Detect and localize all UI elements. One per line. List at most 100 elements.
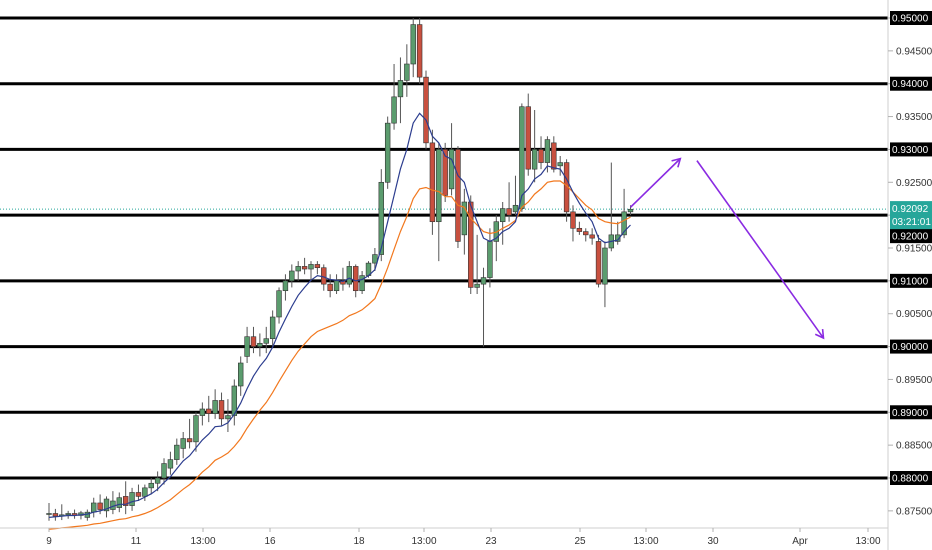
- candle-up: [378, 181, 384, 255]
- candle-up: [269, 316, 276, 339]
- candle-up: [557, 162, 563, 167]
- candle-up: [499, 208, 506, 223]
- time-axis[interactable]: 9 11 13:00 16 18 13:00 23 25 13:00 30 Apr 13:00: [46, 528, 881, 547]
- candle-up: [193, 415, 199, 443]
- x-tick-label: 30: [707, 536, 719, 547]
- candle-up: [142, 487, 148, 497]
- candle-up: [46, 513, 52, 515]
- candle-down: [525, 106, 531, 170]
- x-tick-label: 25: [574, 536, 586, 547]
- candle-down: [442, 149, 448, 196]
- arrowhead-up: [671, 157, 682, 168]
- candle-up: [212, 400, 218, 414]
- x-tick-label: 13:00: [411, 536, 436, 547]
- y-tick-label: 0.92500: [896, 178, 932, 189]
- candle-up: [308, 264, 314, 270]
- candle-up: [531, 149, 538, 170]
- level-label-bg: [890, 405, 932, 420]
- candle-up: [397, 80, 404, 98]
- price-axis[interactable]: 0.95000 0.94500 0.94000 0.93500 0.93000 0.925…: [888, 11, 932, 517]
- x-tick-label: 16: [264, 536, 276, 547]
- y-tick-label: 0.90500: [896, 309, 932, 320]
- projection-down-leg: [696, 160, 825, 339]
- level-label: 0.93000: [892, 145, 929, 156]
- candle-up: [161, 463, 167, 479]
- candle-down: [551, 142, 557, 170]
- y-tick-label: 0.88500: [896, 441, 932, 452]
- candle-down: [135, 492, 142, 497]
- candle-down: [538, 149, 544, 163]
- y-tick-label: 0.87500: [896, 506, 932, 517]
- level-label: 0.91000: [892, 276, 929, 287]
- candle-up: [225, 415, 231, 420]
- candle-up: [615, 234, 621, 242]
- candle-up: [154, 477, 161, 484]
- level-label-bg: [890, 11, 932, 25]
- candle-down: [301, 266, 308, 270]
- level-label: 0.89000: [892, 408, 929, 419]
- candle-down: [321, 267, 327, 285]
- candle-down: [576, 227, 583, 232]
- candle-up: [129, 492, 135, 506]
- candle-down: [589, 234, 595, 239]
- candle-up: [295, 266, 301, 272]
- candle-down: [314, 264, 321, 269]
- candle-up: [512, 204, 519, 213]
- candle-up: [199, 408, 206, 416]
- candle-up: [65, 513, 71, 516]
- candle-down: [595, 241, 602, 285]
- candle-down: [186, 438, 193, 443]
- candle-up: [346, 266, 353, 285]
- candle-down: [506, 208, 512, 216]
- candle-up: [257, 342, 263, 347]
- fast-moving-average: [48, 112, 631, 518]
- candle-up: [244, 336, 250, 357]
- candle-up: [391, 96, 397, 124]
- candle-up: [461, 201, 468, 236]
- candle-up: [474, 283, 480, 288]
- projection-path[interactable]: [629, 157, 825, 340]
- y-tick-label: 0.91500: [896, 244, 932, 255]
- x-tick-label: 9: [46, 536, 52, 547]
- price-badges: 0.92092 03:21:01 0.92000: [890, 201, 932, 244]
- level-label: 0.88000: [892, 474, 929, 485]
- candle-down: [455, 149, 461, 242]
- x-tick-label: 13:00: [855, 536, 880, 547]
- candle-up: [148, 482, 154, 489]
- level-label: 0.90000: [892, 342, 929, 353]
- candle-down: [353, 266, 359, 292]
- candle-up: [448, 149, 455, 190]
- x-tick-label: 18: [353, 536, 365, 547]
- candle-up: [480, 277, 487, 285]
- x-tick-label: 11: [131, 536, 142, 547]
- current-price-label: 0.92092: [892, 204, 929, 215]
- candle-up: [359, 275, 365, 292]
- arrowhead-down: [814, 328, 825, 340]
- candle-up: [263, 338, 269, 344]
- candle-up: [544, 139, 551, 163]
- candle-up: [238, 362, 244, 387]
- moving-averages: [48, 112, 631, 530]
- candle-up: [487, 241, 493, 278]
- candle-down: [218, 400, 225, 420]
- candle-down: [122, 496, 129, 506]
- x-tick-label: Apr: [792, 536, 808, 547]
- candle-down: [97, 502, 103, 510]
- x-tick-label: 13:00: [633, 536, 658, 547]
- candle-down: [423, 76, 429, 144]
- candle-up: [384, 122, 391, 183]
- candle-down: [583, 231, 589, 236]
- y-tick-label: 0.94500: [896, 46, 932, 57]
- candle-down: [52, 513, 59, 517]
- y-tick-label: 0.93500: [896, 112, 932, 123]
- level-label: 0.94000: [892, 79, 929, 90]
- candle-down: [429, 142, 436, 223]
- level-price-badge: 0.92000: [890, 229, 932, 244]
- candle-down: [416, 24, 423, 78]
- candle-up: [621, 211, 627, 236]
- candle-up: [103, 498, 110, 512]
- level-price-label: 0.92000: [892, 232, 929, 243]
- candle-up: [167, 459, 174, 469]
